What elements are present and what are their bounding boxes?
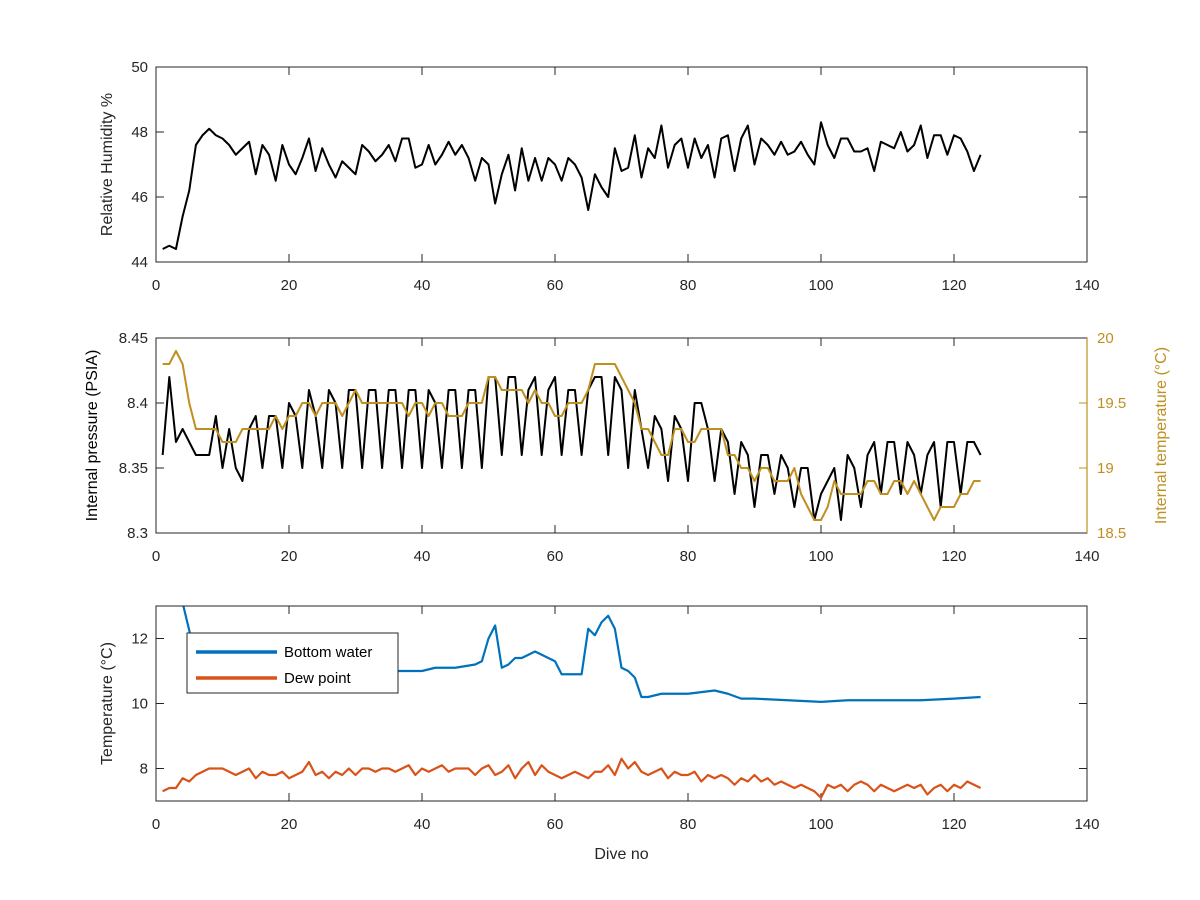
y-tick-label: 46	[131, 189, 148, 206]
y-tick-label: 8.45	[119, 330, 148, 347]
axes-box	[155, 66, 1088, 263]
x-tick-label: 60	[547, 816, 564, 833]
x-tick-label: 0	[152, 548, 160, 565]
y-tick-label: 8.3	[127, 525, 148, 542]
x-tick-label: 40	[414, 277, 431, 294]
x-tick-label: 140	[1074, 816, 1099, 833]
x-tick-label: 120	[941, 277, 966, 294]
series-line-1	[161, 376, 982, 521]
legend-box	[186, 632, 399, 694]
y2-axis-label: Internal temperature (°C)	[1153, 347, 1170, 524]
x-tick-label: 40	[414, 548, 431, 565]
chart-panel-3: 0 20 40 60 80 100 120 140 8 10 12 Temperature (°C) D…	[99, 605, 1100, 863]
x-tick-label: 60	[547, 277, 564, 294]
x-axis-label: Dive no	[594, 846, 648, 863]
x-tick-label: 120	[941, 548, 966, 565]
x-tick-label: 20	[281, 277, 298, 294]
series-line-2	[162, 757, 982, 799]
y-tick-label: 8	[140, 761, 148, 778]
series-line-2	[162, 350, 981, 521]
y-tick-label: 8.4	[127, 395, 148, 412]
x-tick-label: 60	[547, 548, 564, 565]
x-tick-label: 40	[414, 816, 431, 833]
y-tick-label: 50	[131, 59, 148, 76]
y2-tick-label: 19.5	[1097, 395, 1126, 412]
y-tick-label: 48	[131, 124, 148, 141]
x-tick-label: 140	[1074, 548, 1099, 565]
y-axis-label: Temperature (°C)	[99, 642, 116, 765]
x-tick-label: 80	[680, 548, 697, 565]
x-tick-label: 0	[152, 816, 160, 833]
chart-panel-1: 0 20 40 60 80 100 120 140 44 46 48 50 Relative Humid…	[99, 59, 1100, 294]
y-axis-label: Relative Humidity %	[99, 93, 116, 236]
legend-label: Dew point	[284, 670, 352, 687]
axes-box	[155, 605, 1088, 802]
chart-panel-2: 0 20 40 60 80 100 120 140 8.3 8.35 8.4 8.45 18.5 19 19…	[84, 330, 1170, 565]
series-line-1	[162, 121, 982, 250]
legend: Bottom water Dew point	[186, 632, 399, 694]
x-tick-label: 20	[281, 548, 298, 565]
x-tick-label: 80	[680, 816, 697, 833]
y2-tick-label: 19	[1097, 460, 1114, 477]
y-tick-label: 12	[131, 631, 148, 648]
y-axis-label: Internal pressure (PSIA)	[84, 350, 101, 522]
y2-tick-label: 18.5	[1097, 525, 1126, 542]
x-tick-label: 80	[680, 277, 697, 294]
legend-label: Bottom water	[284, 644, 372, 661]
x-tick-label: 100	[808, 548, 833, 565]
y-tick-label: 8.35	[119, 460, 148, 477]
x-tick-label: 100	[808, 277, 833, 294]
y2-tick-label: 20	[1097, 330, 1114, 347]
x-tick-label: 20	[281, 816, 298, 833]
y-tick-label: 44	[131, 254, 148, 271]
x-tick-label: 120	[941, 816, 966, 833]
x-tick-label: 0	[152, 277, 160, 294]
x-tick-label: 100	[808, 816, 833, 833]
x-tick-label: 140	[1074, 277, 1099, 294]
y-tick-label: 10	[131, 696, 148, 713]
